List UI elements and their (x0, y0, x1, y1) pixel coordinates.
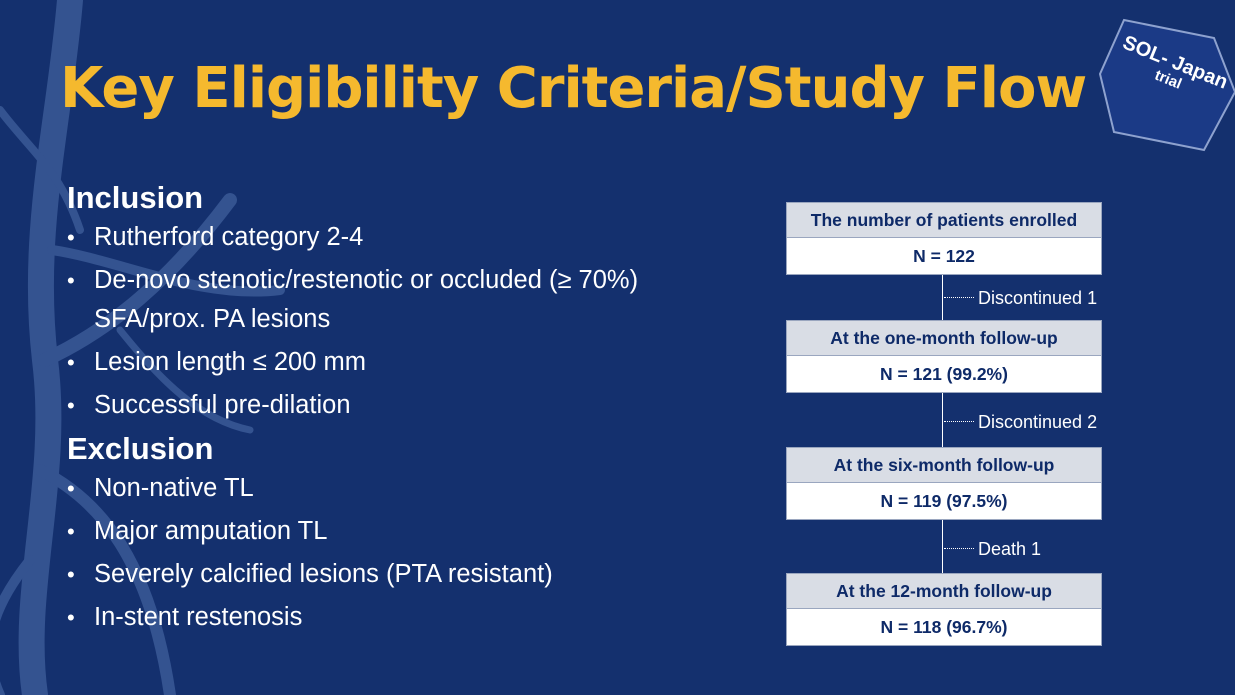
flow-stage-enrolled: The number of patients enrolled N = 122 (786, 202, 1102, 275)
inclusion-heading: Inclusion (67, 180, 204, 215)
slide-title: Key Eligibility Criteria/Study Flow (60, 56, 1087, 121)
inclusion-item: De-novo stenotic/restenotic or occluded … (67, 261, 754, 339)
flow-connector-dots (944, 421, 974, 422)
exclusion-heading: Exclusion (67, 431, 214, 466)
flow-transition-note: Discontinued 2 (978, 412, 1098, 432)
exclusion-item: Non-native TL (67, 469, 767, 508)
flow-stage-label: At the six-month follow-up (787, 448, 1101, 482)
flow-stage-label: At the 12-month follow-up (787, 574, 1101, 608)
flow-stage-label: At the one-month follow-up (787, 321, 1101, 355)
flow-stage-twelve-month: At the 12-month follow-up N = 118 (96.7%… (786, 573, 1102, 646)
flow-stage-one-month: At the one-month follow-up N = 121 (99.2… (786, 320, 1102, 393)
flow-stage-count: N = 122 (787, 237, 1101, 274)
flow-connector-dots (944, 297, 974, 298)
flow-stage-count: N = 119 (97.5%) (787, 482, 1101, 519)
study-flow-diagram: The number of patients enrolled N = 122 … (786, 202, 1102, 648)
flow-transition-note: Death 1 (978, 539, 1042, 559)
flow-connector (942, 393, 943, 447)
inclusion-item: Rutherford category 2-4 (67, 218, 767, 257)
flow-transition-note: Discontinued 1 (978, 288, 1098, 308)
exclusion-item: Major amputation TL (67, 512, 767, 551)
trial-badge: SOL- Japan trial (1092, 14, 1235, 154)
hexagon-badge-shape (1098, 18, 1235, 152)
flow-stage-count: N = 118 (96.7%) (787, 608, 1101, 645)
flow-stage-six-month: At the six-month follow-up N = 119 (97.5… (786, 447, 1102, 520)
flow-connector (942, 520, 943, 573)
eligibility-criteria: Inclusion Rutherford category 2-4 De-nov… (67, 178, 767, 641)
inclusion-item: Successful pre-dilation (67, 386, 767, 425)
exclusion-item: Severely calcified lesions (PTA resistan… (67, 555, 767, 594)
inclusion-item: Lesion length ≤ 200 mm (67, 343, 767, 382)
exclusion-item: In-stent restenosis (67, 598, 767, 637)
flow-connector (942, 275, 943, 320)
flow-stage-count: N = 121 (99.2%) (787, 355, 1101, 392)
flow-stage-label: The number of patients enrolled (787, 203, 1101, 237)
flow-connector-dots (944, 548, 974, 549)
exclusion-list: Non-native TL Major amputation TL Severe… (67, 469, 767, 637)
inclusion-list: Rutherford category 2-4 De-novo stenotic… (67, 218, 767, 425)
